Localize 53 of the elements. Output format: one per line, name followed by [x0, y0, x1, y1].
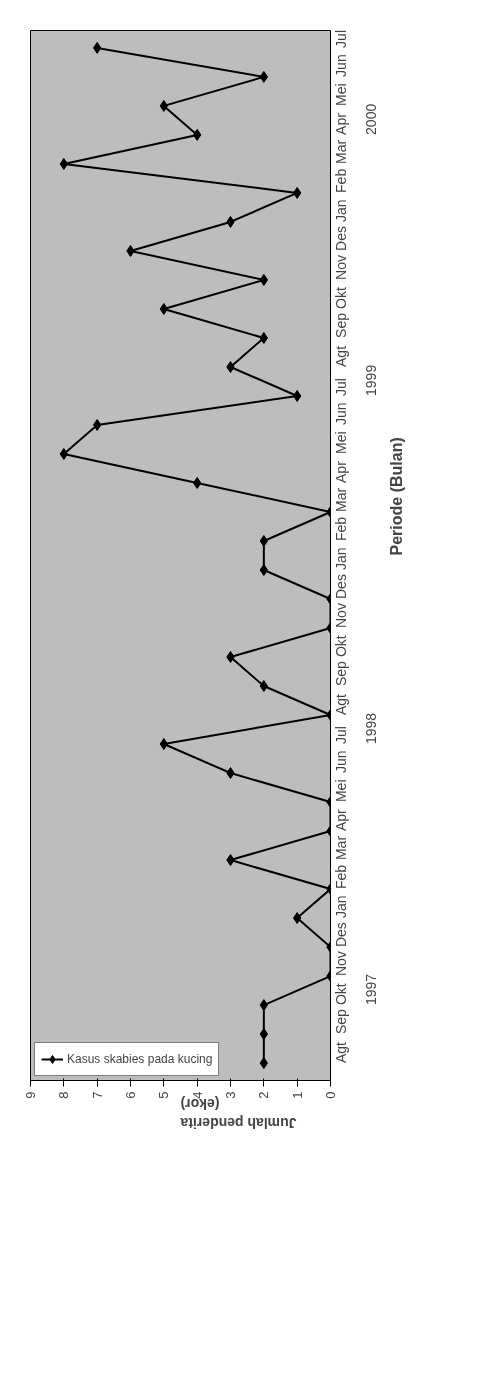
y-tick-label: Jun — [333, 54, 350, 77]
text: 2000 — [363, 103, 380, 135]
y-tick-label: Sep — [333, 660, 350, 687]
point — [259, 535, 268, 547]
x-tick-label: 7 — [89, 1091, 105, 1099]
text: 1997 — [363, 973, 380, 1006]
y-tick-label: Sep — [333, 312, 350, 338]
x-tick-label: 8 — [56, 1091, 72, 1099]
y-tick-label: Feb — [333, 516, 350, 541]
y-tick-label: Agt — [333, 693, 350, 716]
y-tick-label: Des — [333, 922, 350, 948]
y-tick-label: Mei — [333, 779, 350, 803]
y-tick-label: Sep — [333, 1008, 350, 1035]
y-tick-label: Nov — [333, 603, 350, 629]
y-tick-label: Jul — [333, 378, 350, 396]
y-tick-label: Apr — [333, 112, 350, 135]
x-tick-label: 1 — [289, 1091, 305, 1099]
y-tick-label: Agt — [333, 345, 350, 367]
y-tick-label: Jul — [333, 30, 350, 48]
y-tick-label: Des — [333, 574, 350, 600]
y-axis-title: Periode (Bulan) — [388, 437, 405, 556]
legend-label: Kasus skabies pada kucing — [67, 1052, 213, 1066]
x-tick-label: 5 — [156, 1091, 172, 1099]
y-tick-label: Mar — [333, 835, 350, 861]
y-tick-label: Okt — [333, 983, 350, 1006]
y-tick-label: Jun — [333, 750, 350, 774]
x-tick-label: 9 — [23, 1091, 38, 1099]
y-tick-label: Apr — [333, 808, 350, 832]
y-tick-label: Okt — [333, 635, 350, 658]
y-tick-label: Feb — [333, 864, 350, 890]
y-tick-label: Jul — [333, 726, 350, 745]
y-tick-label: Mar — [333, 139, 350, 164]
text: 1999 — [363, 364, 380, 396]
x-tick-label: 2 — [256, 1091, 272, 1099]
y-tick-label: Feb — [333, 168, 350, 193]
y-tick-label: Nov — [333, 951, 350, 977]
point — [259, 564, 268, 576]
y-tick-label: Des — [333, 226, 350, 251]
y-tick-label: Mei — [333, 431, 350, 454]
y-tick-label: Jun — [333, 402, 350, 425]
y-tick-label: Okt — [333, 287, 350, 309]
x-tick-label: 0 — [323, 1091, 338, 1099]
y-tick-label: Mar — [333, 487, 350, 512]
y-tick-label: Jan — [333, 199, 350, 222]
y-tick-label: Apr — [333, 460, 350, 483]
text: 1998 — [363, 712, 380, 745]
y-tick-label: Mei — [333, 83, 350, 106]
x-tick-label: 6 — [123, 1091, 138, 1099]
x-tick-label: 3 — [223, 1091, 238, 1099]
y-tick-label: Jan — [333, 547, 350, 570]
y-tick-label: Nov — [333, 255, 350, 280]
y-tick-label: Jan — [333, 895, 350, 919]
y-tick-label: Agt — [333, 1041, 350, 1064]
